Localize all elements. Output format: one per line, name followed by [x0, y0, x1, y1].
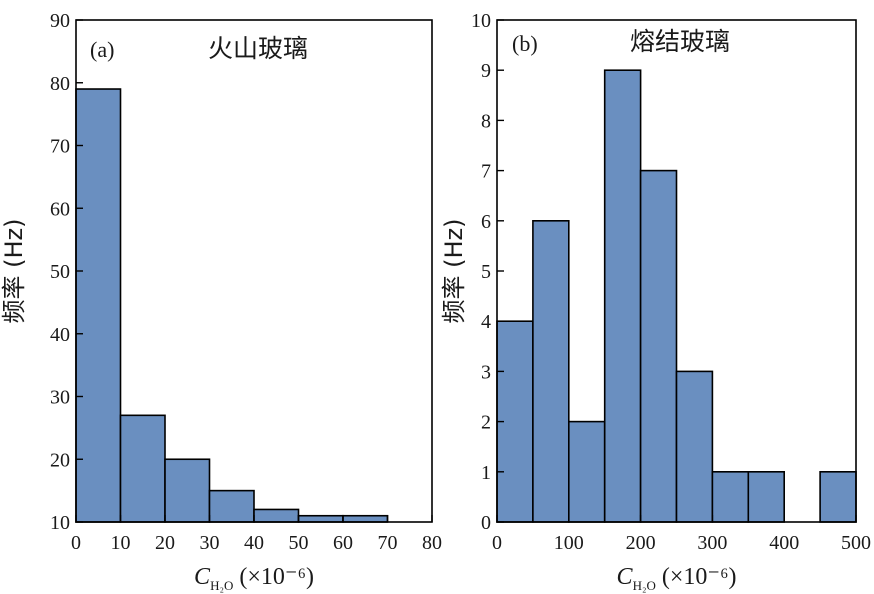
x-axis-label-part-a-2: (×10⁻⁶) [233, 564, 314, 590]
x-tick-label-a-4: 40 [244, 532, 264, 554]
x-axis-label-b: CH₂O (×10⁻⁶) [617, 564, 737, 593]
x-axis-label-part-b-2: (×10⁻⁶) [656, 564, 737, 590]
bar-a-5 [297, 514, 344, 523]
bar-b-3 [603, 69, 642, 523]
y-tick-label-a-4: 50 [50, 261, 70, 283]
x-tick-label-b-2: 200 [626, 532, 656, 554]
bar-a-2 [164, 458, 211, 523]
y-tick-label-b-5: 5 [481, 261, 491, 283]
y-tick-label-b-3: 3 [481, 361, 491, 383]
bar-b-9 [819, 470, 857, 523]
y-tick-label-b-8: 8 [481, 110, 491, 132]
x-tick-label-b-3: 300 [697, 532, 727, 554]
x-axis-label-part-b-0: C [617, 564, 634, 590]
bar-b-6 [711, 470, 750, 523]
bar-b-5 [675, 370, 714, 523]
x-tick-label-a-8: 80 [422, 532, 442, 554]
y-tick-label-a-1: 20 [50, 449, 70, 471]
y-tick-label-b-2: 2 [481, 412, 491, 434]
bar-a-1 [119, 414, 166, 523]
x-tick-label-a-5: 50 [289, 532, 309, 554]
panel-label-b: (b) [512, 31, 538, 56]
y-tick-label-a-5: 60 [50, 198, 70, 220]
chart-title-b: 熔结玻璃 [630, 27, 730, 56]
x-axis-label-a: CH₂O (×10⁻⁶) [194, 564, 314, 593]
x-tick-label-b-1: 100 [554, 532, 584, 554]
x-axis-label-part-b-1: H₂O [633, 578, 656, 593]
y-axis-label-a: 频率 (Hz) [0, 219, 28, 324]
x-tick-label-a-6: 60 [333, 532, 353, 554]
x-tick-label-a-2: 20 [155, 532, 175, 554]
bar-a-6 [342, 514, 389, 523]
y-tick-label-a-2: 30 [50, 387, 70, 409]
x-tick-label-b-5: 500 [841, 532, 871, 554]
bar-b-7 [747, 470, 785, 523]
y-tick-label-a-7: 80 [50, 73, 70, 95]
x-tick-label-b-0: 0 [492, 532, 502, 554]
panel-label-a: (a) [90, 37, 114, 62]
bar-b-1 [532, 220, 570, 523]
y-tick-label-b-10: 10 [471, 10, 491, 32]
y-axis-label-b: 频率 (Hz) [440, 219, 468, 324]
bar-b-2 [567, 420, 606, 523]
x-tick-label-a-0: 0 [71, 532, 81, 554]
bar-a-3 [208, 489, 255, 523]
chart-title-a: 火山玻璃 [208, 34, 308, 63]
x-tick-label-a-1: 10 [111, 532, 131, 554]
x-axis-label-part-a-1: H₂O [210, 578, 233, 593]
x-tick-label-a-3: 30 [200, 532, 220, 554]
y-tick-label-a-0: 10 [50, 512, 70, 534]
x-tick-label-b-4: 400 [769, 532, 799, 554]
bar-b-4 [639, 169, 678, 523]
y-tick-label-b-9: 9 [481, 60, 491, 82]
y-tick-label-a-3: 40 [50, 324, 70, 346]
bar-a-0 [75, 88, 122, 523]
y-tick-label-b-1: 1 [481, 462, 491, 484]
y-tick-label-a-6: 70 [50, 136, 70, 158]
bar-a-4 [253, 508, 300, 523]
y-tick-label-b-7: 7 [481, 161, 491, 183]
y-tick-label-b-6: 6 [481, 211, 491, 233]
x-tick-label-a-7: 70 [378, 532, 398, 554]
y-tick-label-b-0: 0 [481, 512, 491, 534]
y-tick-label-b-4: 4 [481, 311, 491, 333]
y-tick-label-a-8: 90 [50, 10, 70, 32]
x-axis-label-part-a-0: C [194, 564, 211, 590]
